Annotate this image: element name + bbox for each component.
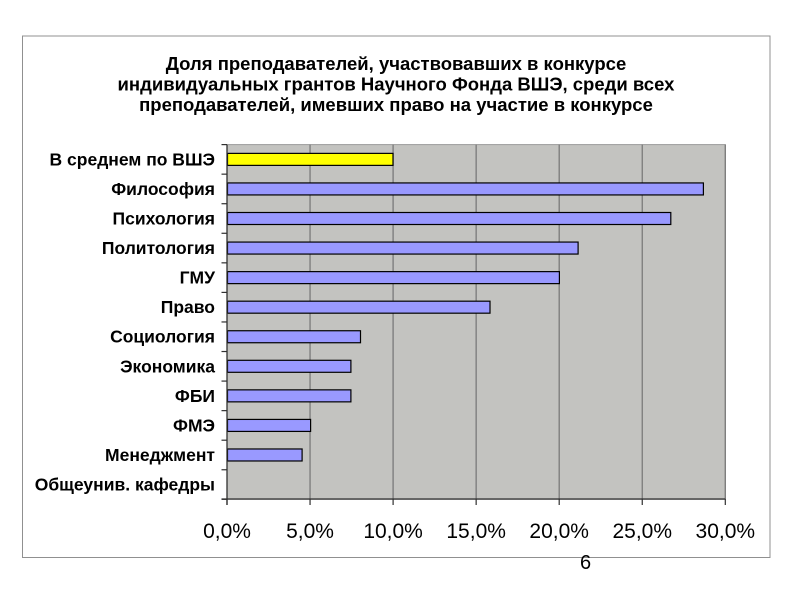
svg-text:6: 6	[580, 552, 591, 574]
svg-text:Право: Право	[161, 297, 215, 317]
svg-text:Менеджмент: Менеджмент	[105, 445, 215, 465]
svg-text:индивидуальных грантов Научног: индивидуальных грантов Научного Фонда ВШ…	[118, 74, 676, 95]
svg-text:Общеунив. кафедры: Общеунив. кафедры	[35, 475, 215, 495]
svg-text:Доля преподавателей, участвова: Доля преподавателей, участвовавших в кон…	[166, 53, 626, 74]
svg-text:30,0%: 30,0%	[696, 520, 756, 543]
svg-text:Социология: Социология	[110, 327, 215, 347]
svg-text:10,0%: 10,0%	[363, 520, 423, 543]
svg-text:В среднем по ВШЭ: В среднем по ВШЭ	[50, 149, 215, 169]
svg-text:ГМУ: ГМУ	[180, 268, 216, 288]
svg-text:25,0%: 25,0%	[612, 520, 672, 543]
svg-text:5,0%: 5,0%	[286, 520, 334, 543]
svg-text:ФБИ: ФБИ	[175, 386, 215, 406]
svg-text:Экономика: Экономика	[120, 356, 215, 376]
svg-text:ФМЭ: ФМЭ	[173, 415, 215, 435]
svg-text:преподавателей, имевших право: преподавателей, имевших право на участие…	[139, 94, 653, 115]
svg-text:Философия: Философия	[111, 179, 215, 199]
svg-text:20,0%: 20,0%	[529, 520, 589, 543]
svg-text:Психология: Психология	[113, 209, 215, 229]
svg-text:Политология: Политология	[102, 238, 215, 258]
svg-text:0,0%: 0,0%	[203, 520, 251, 543]
svg-text:15,0%: 15,0%	[446, 520, 506, 543]
